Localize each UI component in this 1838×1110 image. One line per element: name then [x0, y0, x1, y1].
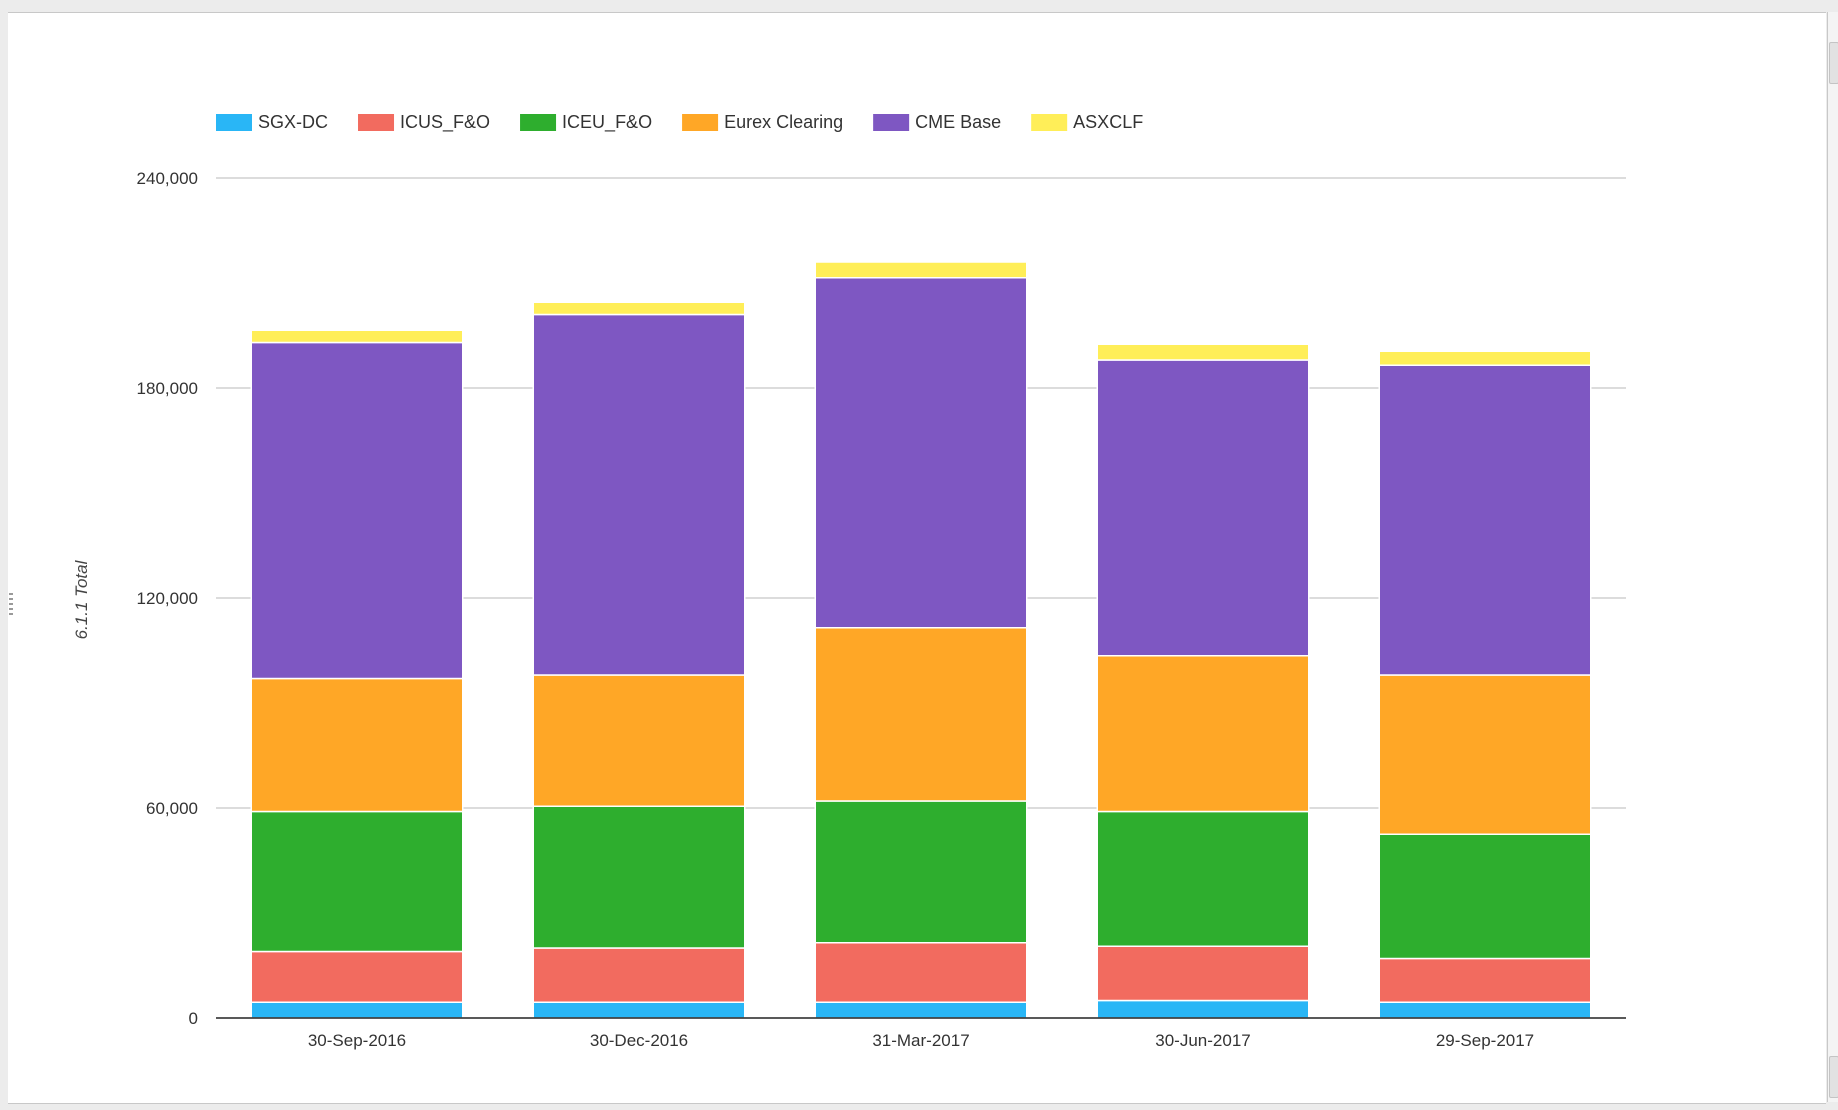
- y-axis-label: 6.1.1 Total: [72, 559, 91, 639]
- y-tick-label: 60,000: [146, 799, 198, 818]
- bar-segment[interactable]: [1096, 810, 1310, 947]
- bars: [250, 261, 1592, 1019]
- bar-segment[interactable]: [1378, 1001, 1592, 1019]
- bar-segment[interactable]: [1378, 957, 1592, 1003]
- bar-segment[interactable]: [1096, 359, 1310, 657]
- bar-segment[interactable]: [1378, 364, 1592, 676]
- bar-segment[interactable]: [532, 674, 746, 807]
- bar-segment[interactable]: [532, 947, 746, 1003]
- legend: SGX-DC ICUS_F&O ICEU_F&O Eurex Clearing CME …: [216, 112, 1143, 133]
- x-tick-label: 30-Dec-2016: [590, 1031, 688, 1050]
- bar-segment[interactable]: [1378, 350, 1592, 366]
- legend-label[interactable]: ICUS_F&O: [400, 112, 490, 133]
- bar-segment[interactable]: [250, 1001, 464, 1019]
- legend-swatch[interactable]: [682, 114, 719, 131]
- bar-segment[interactable]: [532, 1001, 746, 1019]
- bar-segment[interactable]: [532, 805, 746, 949]
- bar-segment[interactable]: [1378, 833, 1592, 960]
- bar-segment[interactable]: [814, 277, 1028, 629]
- legend-swatch[interactable]: [520, 114, 557, 131]
- x-tick-label: 30-Sep-2016: [308, 1031, 406, 1050]
- resize-grip-icon[interactable]: [8, 593, 14, 629]
- x-tick-label: 30-Jun-2017: [1155, 1031, 1250, 1050]
- bar-segment[interactable]: [814, 800, 1028, 944]
- y-tick-label: 180,000: [137, 379, 198, 398]
- bar-segment[interactable]: [1096, 655, 1310, 813]
- y-tick-label: 240,000: [137, 169, 198, 188]
- legend-label[interactable]: ASXCLF: [1073, 112, 1143, 132]
- x-tick-label: 29-Sep-2017: [1436, 1031, 1534, 1050]
- bar-segment[interactable]: [250, 341, 464, 680]
- scrollbar-top-cap[interactable]: [1829, 42, 1838, 84]
- legend-label[interactable]: Eurex Clearing: [724, 112, 843, 132]
- bar-segment[interactable]: [250, 950, 464, 1003]
- legend-label[interactable]: SGX-DC: [258, 112, 328, 132]
- legend-swatch[interactable]: [358, 114, 395, 131]
- bar-segment[interactable]: [814, 627, 1028, 802]
- bar-segment[interactable]: [532, 301, 746, 316]
- legend-swatch[interactable]: [1031, 114, 1068, 131]
- y-tick-label: 120,000: [137, 589, 198, 608]
- axes: 0 60,000 120,000 180,000 240,000 30-Sep-2016 3…: [137, 169, 1626, 1050]
- bar-segment[interactable]: [814, 261, 1028, 279]
- bar-segment[interactable]: [532, 313, 746, 676]
- bar-segment[interactable]: [814, 1001, 1028, 1019]
- legend-swatch[interactable]: [873, 114, 910, 131]
- y-tick-label: 0: [189, 1009, 198, 1028]
- bar-segment[interactable]: [1096, 343, 1310, 361]
- scrollbar-bottom-cap[interactable]: [1829, 1056, 1838, 1098]
- bar-segment[interactable]: [814, 942, 1028, 1003]
- legend-label[interactable]: ICEU_F&O: [562, 112, 652, 133]
- bar-segment[interactable]: [1096, 999, 1310, 1019]
- x-tick-label: 31-Mar-2017: [872, 1031, 969, 1050]
- legend-swatch[interactable]: [216, 114, 252, 131]
- bar-segment[interactable]: [1378, 674, 1592, 835]
- legend-label[interactable]: CME Base: [915, 112, 1001, 132]
- bar-segment[interactable]: [250, 329, 464, 344]
- bar-segment[interactable]: [250, 810, 464, 953]
- bar-segment[interactable]: [1096, 945, 1310, 1002]
- vertical-scrollbar[interactable]: [1827, 12, 1838, 1102]
- bar-segment[interactable]: [250, 677, 464, 813]
